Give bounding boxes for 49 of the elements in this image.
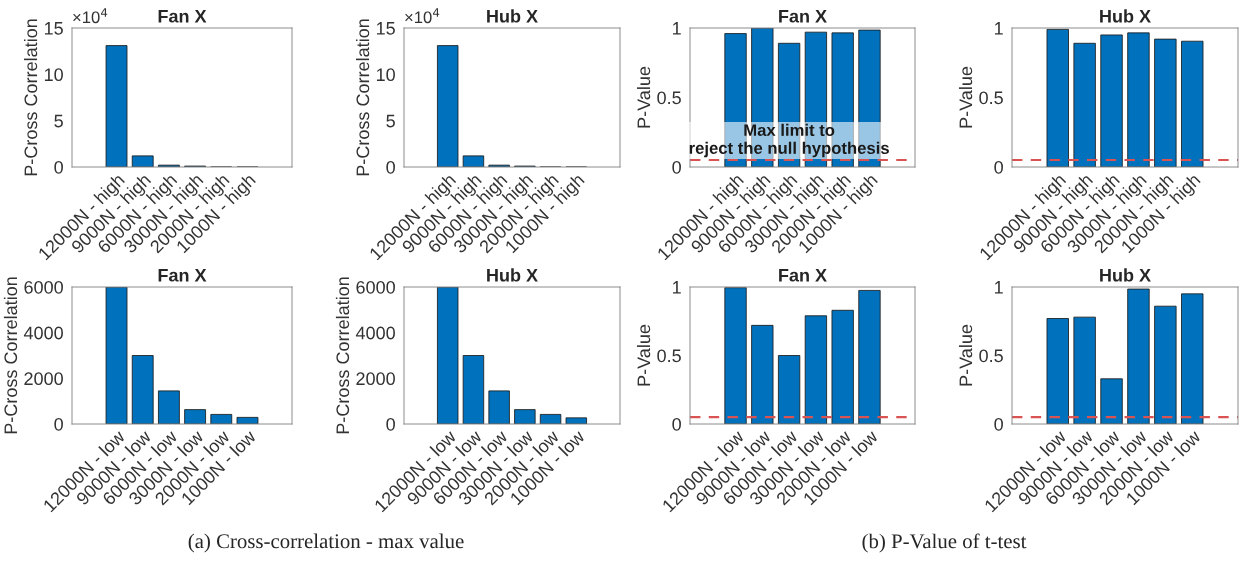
y-tick-label: 0 [54,417,63,431]
chart-title: Hub X [1100,268,1151,282]
chart-title: Hub X [487,268,538,282]
chart-title: Hub X [1100,9,1151,23]
y-tick-label: 0 [54,160,63,174]
y-axis-title: P-Cross Correlation [355,19,370,176]
text: ×10$^{4}$ [73,8,108,24]
text: (a) Cross-correlation - max value [188,533,464,553]
y-tick-label: 15 [44,22,63,35]
chart-title: Fan X [779,10,827,23]
y-tick-label: 4000 [355,326,395,340]
y-tick-label: 0 [672,417,681,431]
y-tick-label: 1 [995,22,1003,35]
chart-title: Fan X [779,269,827,282]
y-tick-label: 5 [386,114,395,128]
y-tick-label: 1 [673,281,681,294]
y-tick-label: 0.5 [657,91,681,105]
y-axis-title: P-Cross Correlation [335,277,350,434]
y-tick-label: 2000 [24,372,63,386]
annotation: Max limit to reject the null hypothesis [689,123,889,158]
y-tick-label: 0 [672,160,681,174]
y-axis-title: P-Value [958,324,973,386]
y-tick-label: 5 [54,114,63,128]
y-axis-title: P-Value [636,66,651,128]
y-tick-label: 0.5 [657,349,681,363]
y-tick-label: 4000 [23,326,63,340]
y-tick-label: 2000 [356,372,395,386]
y-tick-label: 10 [376,68,395,82]
chart-title: Fan X [158,10,207,23]
text: (b) P-Value of t-test [862,533,1027,553]
y-tick-label: 0 [386,417,395,431]
chart-title: Hub X [487,9,538,23]
y-axis-title: P-Cross Correlation [23,19,38,176]
y-tick-label: 6000 [24,280,63,294]
y-tick-label: 0 [386,160,395,174]
y-tick-label: 1 [673,22,681,35]
y-tick-label: 6000 [356,280,395,294]
chart-title: Fan X [158,269,207,282]
y-tick-label: 15 [376,22,395,35]
y-tick-label: 1 [995,281,1003,294]
y-tick-label: 0 [994,160,1003,174]
y-axis-title: P-Value [958,66,973,128]
y-tick-label: 10 [44,68,63,82]
text: ×10$^{4}$ [405,8,440,24]
y-axis-title: P-Cross Correlation [3,277,18,434]
y-tick-label: 0 [994,417,1003,431]
y-tick-label: 0.5 [979,349,1003,363]
y-tick-label: 0.5 [979,91,1003,105]
y-axis-title: P-Value [636,324,651,386]
